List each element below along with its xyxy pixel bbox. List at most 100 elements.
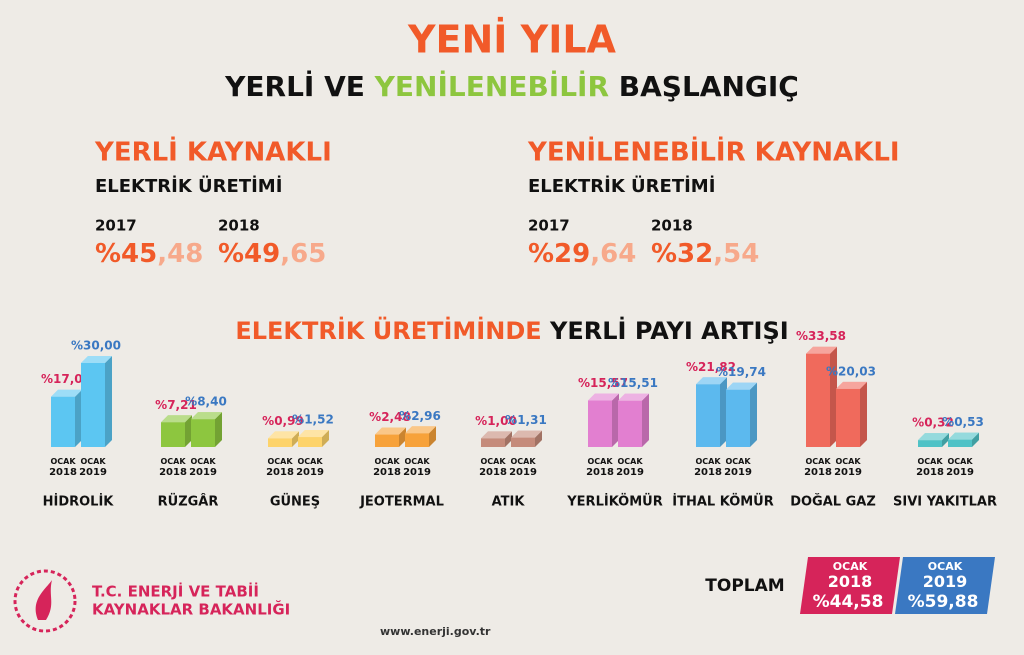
bar [191,419,215,447]
series-label: OCAK 2018 [49,457,77,479]
bar-side [720,377,727,447]
org-name: T.C. ENERJİ VE TABİİ [92,582,259,601]
total-period-line: 2019 [923,572,968,591]
bar [588,400,612,447]
bar-top [618,393,649,401]
title: YENİ YILA [407,18,617,62]
bar-side [399,427,406,447]
logo [13,569,77,633]
logo-ring [13,569,77,633]
bar-top [481,431,512,439]
value-label: %19,74 [716,365,766,379]
bar [51,396,75,447]
chart-title: ELEKTRİK ÜRETİMİNDE YERLİ PAYI ARTIŞI [235,315,788,345]
subtitle-part: YENİLENEBİLİR [374,69,609,103]
bar-top [81,356,112,363]
category-group: %7,21 OCAK 2018 %8,40 OCAK 2019 RÜZGÂR [155,395,227,510]
summary-title: YENİLENEBİLİR KAYNAKLI [527,136,900,168]
series-label: OCAK 2018 [266,457,294,479]
series-label: OCAK 2018 [586,457,614,479]
bar-top [588,393,619,401]
total-box [895,557,995,614]
bar-top [161,415,192,423]
subtitle-part: YERLİ VE [224,69,365,103]
bar-side [830,346,837,447]
bar-top-light [298,430,329,438]
bar-side-shade [535,430,542,447]
bar [618,400,642,447]
bar [836,388,860,447]
value-label: %15,57 [578,376,628,390]
total-label: TOPLAM [705,576,784,596]
series-label-line: 2019 [189,467,217,478]
bar-top [51,389,82,397]
series-label-line: OCAK [404,457,430,466]
bar-side-shade [612,393,619,447]
series-label: OCAK 2019 [834,457,862,479]
series-label-line: OCAK [480,457,506,466]
bar-side-shade [322,430,329,447]
bar-side [972,432,979,447]
series-label-line: 2018 [804,467,832,478]
total-value: %59,88 [908,592,979,612]
bar [696,384,720,447]
category-group: %33,58 OCAK 2018 %20,03 OCAK 2019 DOĞAL GAZ [790,329,876,509]
value-label: %15,51 [608,376,658,390]
bar-top-light [191,412,222,420]
category-group: %0,32 OCAK 2018 %0,53 OCAK 2019 SIVI YAKITLAR [893,415,997,509]
series-label: OCAK 2019 [724,457,752,479]
bar [948,439,972,447]
total-period-line: 2018 [828,572,873,591]
value-label: %17,03 [41,372,91,386]
percent-dec: ,65 [280,239,326,269]
bar-side-shade [642,393,649,447]
summary-title: YERLİ KAYNAKLI [94,136,332,168]
category-group: %0,99 OCAK 2018 %1,52 OCAK 2019 GÜNEŞ [262,413,334,510]
bar-top [268,431,299,439]
series-label-line: 2019 [946,467,974,478]
percent-value: %49,65 [218,239,326,269]
series-label-line: OCAK [725,457,751,466]
series-label-line: OCAK [587,457,613,466]
summary-year: 2017 [95,217,137,235]
bar-top [375,427,406,435]
bar-side [535,430,542,447]
summary-year: 2017 [528,217,570,235]
percent-value: %29,64 [528,239,636,269]
bar-top [918,433,949,441]
category-label: ATIK [492,495,526,510]
bar-top-light [481,431,512,439]
bar-side [942,433,949,447]
value-label: %30,00 [71,339,121,353]
bar-side [750,382,757,447]
category-label: SIVI YAKITLAR [893,495,997,510]
logo-flame [35,580,52,620]
series-label-line: 2019 [403,467,431,478]
bar-side-shade [830,346,837,447]
value-label: %8,40 [185,395,227,409]
bar-side [215,412,222,447]
bar-side-shade [75,389,82,447]
series-label-line: OCAK [297,457,323,466]
bar-side-shade [429,426,436,447]
bar-side [292,431,299,447]
series-label-line: 2018 [694,467,722,478]
bar [375,434,399,447]
bar-top-light [696,377,727,385]
series-label-line: 2018 [479,467,507,478]
chart-title-part: YERLİ PAYI ARTIŞI [549,316,789,345]
series-label-line: 2018 [159,467,187,478]
series-label: OCAK 2018 [694,457,722,479]
category-label: GÜNEŞ [270,494,320,510]
category-group: %17,03 OCAK 2018 %30,00 OCAK 2019 HİDROLİK [41,339,121,510]
series-label-line: 2018 [586,467,614,478]
series-label: OCAK 2019 [189,457,217,479]
chart-title-part: ELEKTRİK ÜRETİMİNDE [235,315,541,345]
series-label-line: OCAK [190,457,216,466]
series-label-line: 2019 [834,467,862,478]
series-label-line: OCAK [835,457,861,466]
value-label: %21,82 [686,360,736,374]
bar-top-light [726,382,757,390]
series-label: OCAK 2019 [509,457,537,479]
